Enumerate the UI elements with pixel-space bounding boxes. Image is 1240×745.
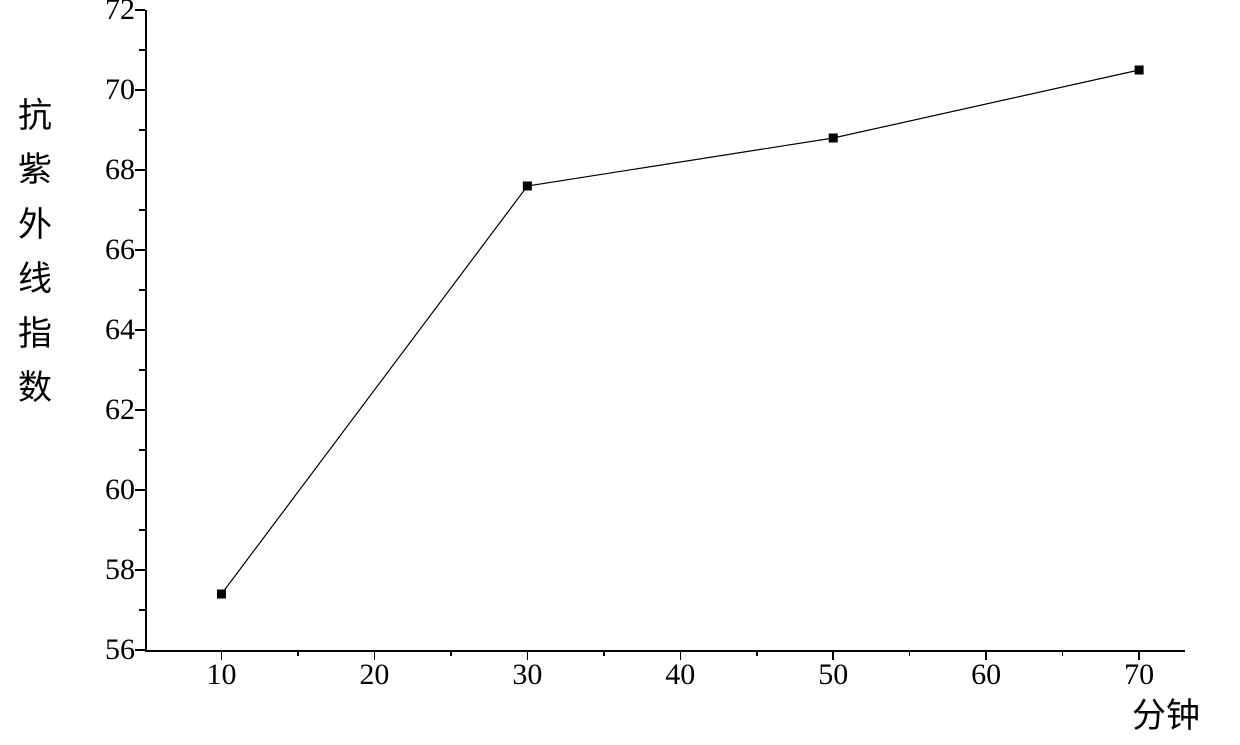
- y-axis-label-char: 外: [15, 199, 55, 253]
- y-tick-minor: [139, 129, 145, 131]
- x-axis-label: 分钟: [1132, 688, 1200, 737]
- y-tick-minor: [139, 449, 145, 451]
- y-axis-label-char: 数: [15, 362, 55, 416]
- y-tick-major: [135, 9, 145, 11]
- y-tick-major: [135, 569, 145, 571]
- x-tick-label: 40: [665, 658, 695, 692]
- data-marker: [523, 182, 532, 191]
- y-tick-minor: [139, 209, 145, 211]
- y-axis-label-char: 指: [15, 308, 55, 362]
- y-axis-label-char: 抗: [15, 90, 55, 144]
- data-line: [221, 70, 1139, 594]
- x-tick-minor: [450, 650, 452, 656]
- x-tick-minor: [603, 650, 605, 656]
- data-marker: [1135, 66, 1144, 75]
- y-tick-major: [135, 409, 145, 411]
- y-axis-label-char: 紫: [15, 144, 55, 198]
- x-tick-label: 70: [1124, 658, 1154, 692]
- y-tick-label: 60: [75, 473, 135, 507]
- y-tick-minor: [139, 289, 145, 291]
- x-tick-label: 50: [818, 658, 848, 692]
- y-tick-major: [135, 649, 145, 651]
- y-axis-line: [145, 10, 147, 650]
- x-tick-label: 60: [971, 658, 1001, 692]
- data-marker: [829, 134, 838, 143]
- y-tick-major: [135, 249, 145, 251]
- y-tick-major: [135, 329, 145, 331]
- x-tick-minor: [297, 650, 299, 656]
- y-tick-major: [135, 169, 145, 171]
- y-tick-label: 72: [75, 0, 135, 27]
- y-tick-label: 70: [75, 73, 135, 107]
- data-marker: [217, 590, 226, 599]
- x-tick-label: 30: [512, 658, 542, 692]
- x-tick-minor: [909, 650, 911, 656]
- y-tick-minor: [139, 49, 145, 51]
- y-tick-label: 56: [75, 633, 135, 667]
- y-axis-label-char: 线: [15, 253, 55, 307]
- x-tick-label: 20: [359, 658, 389, 692]
- data-svg: [145, 10, 1185, 650]
- x-tick-minor: [1062, 650, 1064, 656]
- y-tick-minor: [139, 529, 145, 531]
- chart-container: 抗紫外线指数 分钟 56 58 60 62 64 66 68 70 72 10 20 30 40 50 6…: [0, 0, 1240, 745]
- y-tick-label: 68: [75, 153, 135, 187]
- y-axis-label: 抗紫外线指数: [15, 90, 55, 416]
- y-tick-label: 64: [75, 313, 135, 347]
- y-tick-label: 66: [75, 233, 135, 267]
- y-tick-label: 62: [75, 393, 135, 427]
- y-tick-minor: [139, 609, 145, 611]
- y-tick-major: [135, 489, 145, 491]
- y-tick-label: 58: [75, 553, 135, 587]
- x-tick-label: 10: [206, 658, 236, 692]
- plot-area: [145, 10, 1185, 650]
- x-tick-minor: [756, 650, 758, 656]
- y-tick-major: [135, 89, 145, 91]
- y-tick-minor: [139, 369, 145, 371]
- x-axis-line: [145, 650, 1185, 652]
